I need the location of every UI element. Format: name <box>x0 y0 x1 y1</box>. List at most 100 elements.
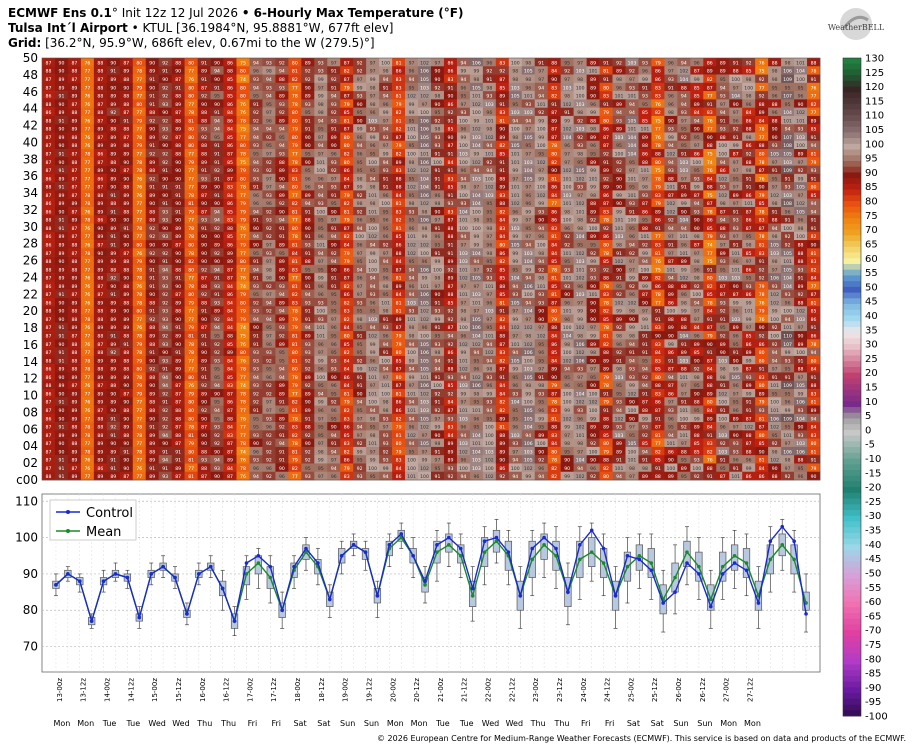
heatmap-value: 91 <box>331 127 337 133</box>
heatmap-value: 92 <box>149 151 155 157</box>
heatmap-value: 87 <box>694 193 700 199</box>
heatmap-value: 89 <box>59 284 65 290</box>
heatmap-value: 91 <box>149 185 155 191</box>
heatmap-value: 95 <box>318 218 324 224</box>
heatmap-value: 95 <box>266 143 272 149</box>
heatmap-value: 90 <box>331 209 337 215</box>
heatmap-value: 92 <box>331 110 337 116</box>
heatmap-value: 91 <box>59 292 65 298</box>
heatmap-value: 89 <box>798 284 804 290</box>
heatmap-value: 91 <box>305 251 311 257</box>
heatmap-value: 89 <box>603 367 609 373</box>
heatmap-value: 101 <box>420 284 429 290</box>
heatmap-value: 99 <box>616 209 622 215</box>
heatmap-value: 80 <box>811 358 817 364</box>
heatmap-value: 91 <box>305 234 311 240</box>
heatmap-value: 86 <box>46 367 52 373</box>
heatmap-value: 102 <box>472 342 481 348</box>
heatmap-value: 90 <box>175 251 181 257</box>
heatmap-value: 97 <box>266 292 272 298</box>
heatmap-value: 102 <box>420 168 429 174</box>
heatmap-value: 89 <box>707 391 713 397</box>
heatmap-value: 93 <box>785 185 791 191</box>
heatmap-value: 90 <box>110 168 116 174</box>
heatmap-value: 91 <box>149 94 155 100</box>
heatmap-value: 93 <box>279 85 285 91</box>
heatmap-value: 80 <box>759 383 765 389</box>
heatmap-cell <box>482 74 497 84</box>
heatmap-value: 81 <box>396 276 402 282</box>
heatmap-value: 81 <box>396 226 402 232</box>
heatmap-value: 97 <box>525 127 531 133</box>
heatmap-value: 100 <box>381 201 390 207</box>
heatmap-value: 93 <box>318 300 324 306</box>
heatmap-value: 90 <box>162 110 168 116</box>
heatmap-value: 97 <box>525 185 531 191</box>
heatmap-value: 101 <box>420 151 429 157</box>
heatmap-value: 84 <box>227 367 233 373</box>
heatmap-value: 97 <box>331 60 337 66</box>
heatmap-value: 81 <box>551 276 557 282</box>
heatmap-value: 100 <box>537 242 546 248</box>
heatmap-value: 87 <box>448 143 454 149</box>
heatmap-cell <box>106 66 121 75</box>
heatmap-value: 92 <box>110 110 116 116</box>
heatmap-value: 89 <box>590 85 596 91</box>
heatmap-value: 89 <box>123 375 129 381</box>
heatmap-value: 94 <box>266 77 272 83</box>
heatmap-value: 88 <box>110 127 116 133</box>
heatmap-value: 85 <box>227 342 233 348</box>
heatmap-value: 103 <box>511 226 520 232</box>
heatmap-value: 76 <box>84 226 90 232</box>
heatmap-value: 86 <box>227 292 233 298</box>
heatmap-value: 104 <box>679 77 688 83</box>
heatmap-value: 89 <box>149 160 155 166</box>
heatmap-value: 88 <box>71 160 77 166</box>
heatmap-value: 88 <box>71 350 77 356</box>
heatmap-value: 97 <box>357 284 363 290</box>
heatmap-value: 83 <box>655 325 661 331</box>
heatmap-value: 95 <box>785 102 791 108</box>
heatmap-value: 87 <box>448 218 454 224</box>
heatmap-value: 96 <box>525 201 531 207</box>
heatmap-value: 91 <box>733 350 739 356</box>
heatmap-value: 84 <box>227 127 233 133</box>
heatmap-value: 91 <box>149 267 155 273</box>
heatmap-cell <box>651 74 665 84</box>
heatmap-value: 86 <box>811 317 817 323</box>
heatmap-cell <box>482 58 497 67</box>
heatmap-value: 88 <box>71 143 77 149</box>
heatmap-value: 84 <box>448 160 454 166</box>
heatmap-value: 90 <box>59 300 65 306</box>
heatmap-value: 87 <box>71 226 77 232</box>
heatmap-value: 95 <box>253 292 259 298</box>
heatmap-cell <box>664 82 678 92</box>
heatmap-value: 87 <box>46 251 52 257</box>
heatmap-value: 101 <box>589 69 598 75</box>
heatmap-cell <box>768 58 782 67</box>
heatmap-value: 101 <box>368 391 377 397</box>
heatmap-value: 100 <box>316 375 325 381</box>
heatmap-value: 103 <box>524 367 533 373</box>
heatmap-value: 99 <box>785 350 791 356</box>
heatmap-value: 77 <box>84 309 90 315</box>
heatmap-value: 95 <box>538 342 544 348</box>
heatmap-value: 87 <box>175 400 181 406</box>
heatmap-value: 92 <box>162 160 168 166</box>
heatmap-value: 86 <box>46 284 52 290</box>
heatmap-value: 95 <box>383 292 389 298</box>
heatmap-value: 77 <box>707 94 713 100</box>
heatmap-cell <box>690 82 704 92</box>
heatmap-value: 100 <box>563 185 572 191</box>
heatmap-value: 81 <box>396 391 402 397</box>
heatmap-value: 89 <box>681 193 687 199</box>
heatmap-value: 83 <box>396 77 402 83</box>
heatmap-value: 97 <box>668 69 674 75</box>
heatmap-value: 92 <box>305 358 311 364</box>
heatmap-value: 89 <box>603 185 609 191</box>
heatmap-cell <box>716 74 730 84</box>
heatmap-value: 103 <box>420 85 429 91</box>
heatmap-value: 102 <box>420 391 429 397</box>
heatmap-value: 92 <box>798 292 804 298</box>
heatmap-value: 83 <box>655 85 661 91</box>
